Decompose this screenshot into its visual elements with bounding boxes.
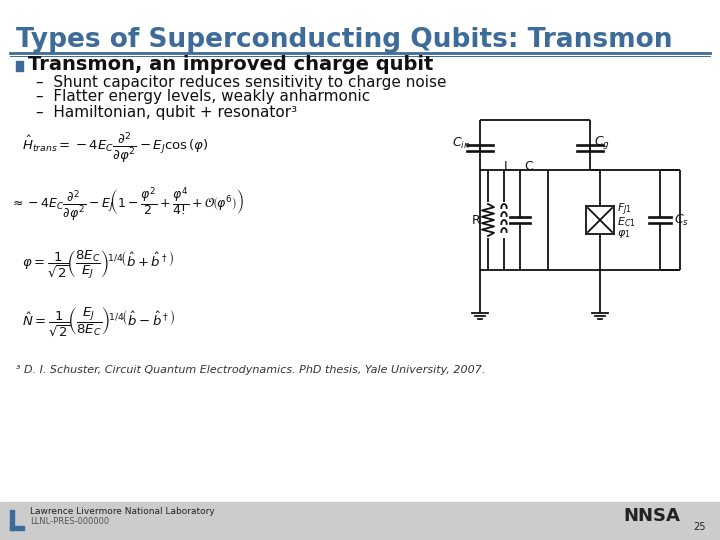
Text: $C_{in}$: $C_{in}$ [452, 136, 470, 151]
Text: R: R [472, 213, 480, 226]
Text: –  Shunt capacitor reduces sensitivity to charge noise: – Shunt capacitor reduces sensitivity to… [36, 75, 446, 90]
Bar [586, 206, 614, 234]
Text: Lawrence Livermore National Laboratory: Lawrence Livermore National Laboratory [30, 508, 215, 516]
Text: L: L [503, 160, 510, 173]
Text: NNSA: NNSA [623, 507, 680, 525]
Text: –  Hamiltonian, qubit + resonator³: – Hamiltonian, qubit + resonator³ [36, 105, 297, 119]
Text: $\varphi_1$: $\varphi_1$ [617, 228, 631, 240]
Bar [0, 502, 720, 540]
Text: $C_g$: $C_g$ [594, 134, 610, 152]
Text: Types of Superconducting Qubits: Transmon: Types of Superconducting Qubits: Transmo… [16, 27, 672, 53]
Bar [10, 510, 14, 530]
Text: –  Flatter energy levels, weakly anharmonic: – Flatter energy levels, weakly anharmon… [36, 90, 370, 105]
Text: $C_s$: $C_s$ [674, 212, 689, 227]
Text: 25: 25 [693, 522, 706, 532]
Text: ³ D. I. Schuster, Circuit Quantum Electrodynamics. PhD thesis, Yale University, : ³ D. I. Schuster, Circuit Quantum Electr… [16, 365, 485, 375]
Text: $\varphi = \dfrac{1}{\sqrt{2}}\!\left(\dfrac{8E_C}{E_J}\right)^{\!1/4}\!\left(\h: $\varphi = \dfrac{1}{\sqrt{2}}\!\left(\d… [22, 249, 174, 281]
Bar [10, 526, 24, 530]
Text: $E_{C1}$: $E_{C1}$ [617, 215, 636, 229]
Text: $\approx -4E_C\dfrac{\partial^2}{\partial\varphi^2} - E_J\!\left(1 - \dfrac{\var: $\approx -4E_C\dfrac{\partial^2}{\partia… [10, 185, 244, 223]
Text: $\hat{N} = \dfrac{1}{\sqrt{2}}\!\left(\dfrac{E_J}{8E_C}\right)^{\!1/4}\!\left(\h: $\hat{N} = \dfrac{1}{\sqrt{2}}\!\left(\d… [22, 306, 175, 338]
Bar [16, 61, 23, 71]
Text: $\hat{H}_{trans} = -4E_C\dfrac{\partial^2}{\partial\varphi^2} - E_J\cos\left(\va: $\hat{H}_{trans} = -4E_C\dfrac{\partial^… [22, 131, 209, 165]
Text: Transmon, an improved charge qubit: Transmon, an improved charge qubit [28, 55, 433, 73]
Text: C: C [524, 160, 533, 173]
Text: $F_{J1}$: $F_{J1}$ [617, 202, 632, 218]
Text: LLNL-PRES-000000: LLNL-PRES-000000 [30, 517, 109, 526]
